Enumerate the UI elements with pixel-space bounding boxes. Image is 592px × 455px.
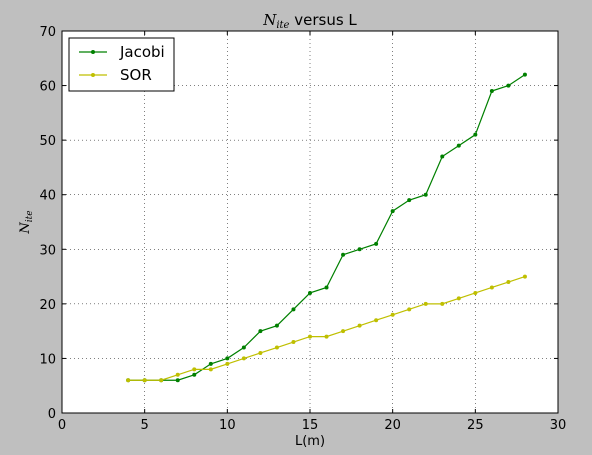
data-point-jacobi xyxy=(440,154,445,159)
grid xyxy=(62,31,558,413)
data-point-jacobi xyxy=(308,290,312,295)
data-point-jacobi xyxy=(374,241,379,246)
x-tick-label: 0 xyxy=(58,418,66,433)
data-point-jacobi xyxy=(192,372,197,377)
x-tick-label: 20 xyxy=(384,418,401,433)
legend-label-sor: SOR xyxy=(120,66,152,84)
series-layer xyxy=(126,72,527,383)
legend-marker-jacobi xyxy=(91,50,95,54)
y-tick-label: 0 xyxy=(48,407,56,422)
data-point-sor xyxy=(126,378,131,383)
data-point-jacobi xyxy=(473,132,478,137)
data-point-jacobi xyxy=(390,209,395,214)
data-point-jacobi xyxy=(208,361,213,366)
y-tick-label: 10 xyxy=(39,352,56,367)
data-point-sor xyxy=(456,296,461,301)
data-point-sor xyxy=(522,274,527,279)
data-point-jacobi xyxy=(175,378,180,383)
data-point-sor xyxy=(423,301,428,306)
y-tick-label: 70 xyxy=(39,25,56,40)
x-tick-label: 25 xyxy=(467,418,484,433)
data-point-sor xyxy=(374,318,379,323)
data-point-sor xyxy=(308,334,312,339)
data-point-sor xyxy=(357,323,362,328)
data-point-jacobi xyxy=(341,252,346,257)
data-point-sor xyxy=(390,312,395,317)
data-point-sor xyxy=(175,372,180,377)
data-point-jacobi xyxy=(423,192,428,197)
data-point-jacobi xyxy=(489,89,494,94)
data-point-sor xyxy=(142,378,147,383)
data-point-jacobi xyxy=(241,345,246,350)
legend-marker-sor xyxy=(91,73,95,77)
legend-box xyxy=(68,37,175,92)
data-point-jacobi xyxy=(506,83,511,88)
data-point-jacobi xyxy=(274,323,279,328)
x-tick-label: 10 xyxy=(219,418,236,433)
y-tick-label: 50 xyxy=(39,134,56,149)
data-point-jacobi xyxy=(324,285,329,290)
data-point-jacobi xyxy=(407,198,412,203)
data-point-jacobi xyxy=(357,247,362,252)
data-point-jacobi xyxy=(456,143,461,148)
y-tick-label: 30 xyxy=(39,243,56,258)
data-point-sor xyxy=(407,307,412,312)
x-tick-label: 30 xyxy=(550,418,567,433)
data-point-jacobi xyxy=(225,356,230,361)
y-tick-label: 60 xyxy=(39,80,56,95)
y-tick-label: 40 xyxy=(39,189,56,204)
chart-title: Nite versus L xyxy=(262,11,357,31)
plot-background xyxy=(62,31,558,413)
y-tick-label: 20 xyxy=(39,298,56,313)
data-point-jacobi xyxy=(522,72,527,77)
data-point-sor xyxy=(241,356,246,361)
data-point-sor xyxy=(506,280,511,285)
data-point-sor xyxy=(258,350,263,355)
data-point-sor xyxy=(159,378,164,383)
ticks: 0 5 10 15 20 25 30 0 10 20 30 40 50 60 70 xyxy=(39,25,566,433)
data-point-sor xyxy=(291,340,296,345)
data-point-sor xyxy=(274,345,279,350)
data-point-jacobi xyxy=(258,329,263,334)
data-point-sor xyxy=(192,367,197,372)
data-point-sor xyxy=(208,367,213,372)
legend-label-jacobi: Jacobi xyxy=(119,43,165,61)
data-point-jacobi xyxy=(291,307,296,312)
data-point-sor xyxy=(341,329,346,334)
data-point-sor xyxy=(473,290,478,295)
x-axis-label: L(m) xyxy=(295,434,325,449)
data-point-sor xyxy=(489,285,494,290)
data-point-sor xyxy=(440,301,445,306)
y-axis-label: Nite xyxy=(18,210,35,234)
data-point-sor xyxy=(225,361,230,366)
data-point-sor xyxy=(324,334,329,339)
x-tick-label: 15 xyxy=(302,418,319,433)
legend: Jacobi SOR xyxy=(68,37,175,92)
x-tick-label: 5 xyxy=(141,418,149,433)
